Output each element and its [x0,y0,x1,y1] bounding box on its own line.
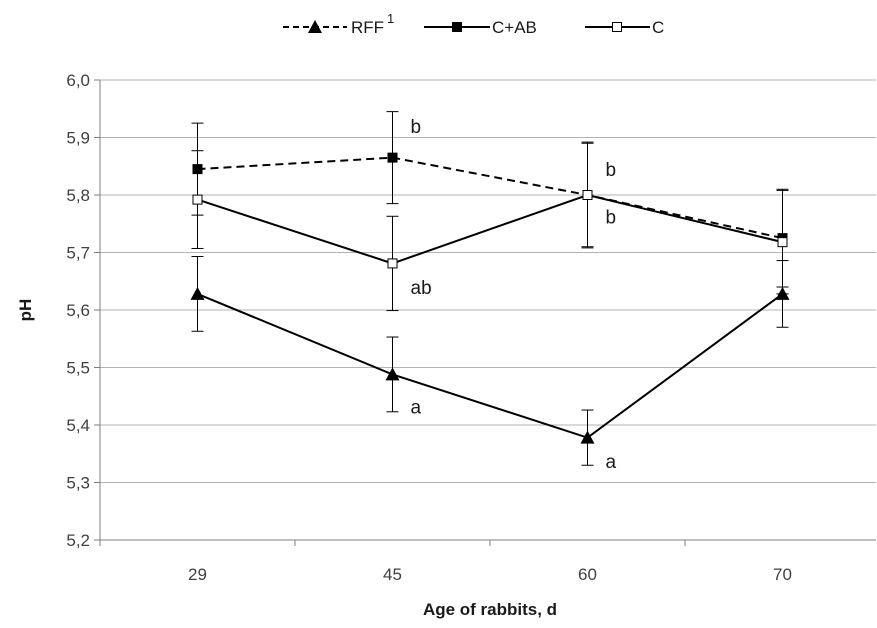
significance-letter: a [411,398,422,419]
gridlines [100,79,876,483]
x-axis-title: Age of rabbits, d [423,600,557,619]
axes [94,79,876,546]
marker-filled-triangle [385,367,400,381]
y-tick-label: 5,9 [66,129,90,148]
legend-superscript: 1 [387,11,394,26]
y-axis-title: pH [16,299,35,322]
legend-label: RFF [351,18,384,37]
significance-letter: b [411,117,422,138]
legend-label: C+AB [492,18,537,37]
significance-letter: ab [411,278,432,299]
marker-filled-triangle [775,286,790,300]
y-tick-label: 5,8 [66,186,90,205]
marker-filled-triangle [580,430,595,444]
series-line-c [197,193,783,265]
series-markers [190,152,790,444]
series-line-c-ab [197,292,784,439]
x-tick-labels: 29 45 60 70 [188,565,792,584]
marker-open-square [582,190,593,200]
series-line-rff [197,156,783,240]
marker-open-square [612,22,622,32]
y-tick-label: 5,5 [66,359,90,378]
y-tick-label: 6,0 [66,71,90,90]
annotations: b b b ab a a [411,117,617,473]
significance-letter: b [606,207,617,228]
y-tick-label: 5,6 [66,301,90,320]
series-lines [197,156,784,439]
legend-label: C [652,18,664,37]
x-tick-label: 45 [383,565,402,584]
marker-open-square [387,258,398,269]
y-tick-label: 5,2 [66,531,90,550]
marker-filled-triangle [308,20,322,33]
x-tick-label: 70 [773,565,792,584]
marker-filled-square [387,152,398,163]
marker-filled-square [452,22,462,32]
x-tick-label: 29 [188,565,207,584]
significance-letter: b [606,160,617,181]
y-tick-label: 5,3 [66,474,90,493]
y-tick-label: 5,7 [66,244,90,263]
x-tick-label: 60 [578,565,597,584]
y-tick-labels: 5,2 5,3 5,4 5,5 5,6 5,7 5,8 5,9 6,0 [66,71,90,550]
significance-letter: a [606,452,617,473]
y-tick-label: 5,4 [66,416,90,435]
marker-open-square [192,194,203,205]
marker-filled-triangle [190,286,205,300]
legend: RFF 1 C+AB C [283,11,664,37]
marker-open-square [777,237,788,248]
marker-filled-square [192,164,203,175]
